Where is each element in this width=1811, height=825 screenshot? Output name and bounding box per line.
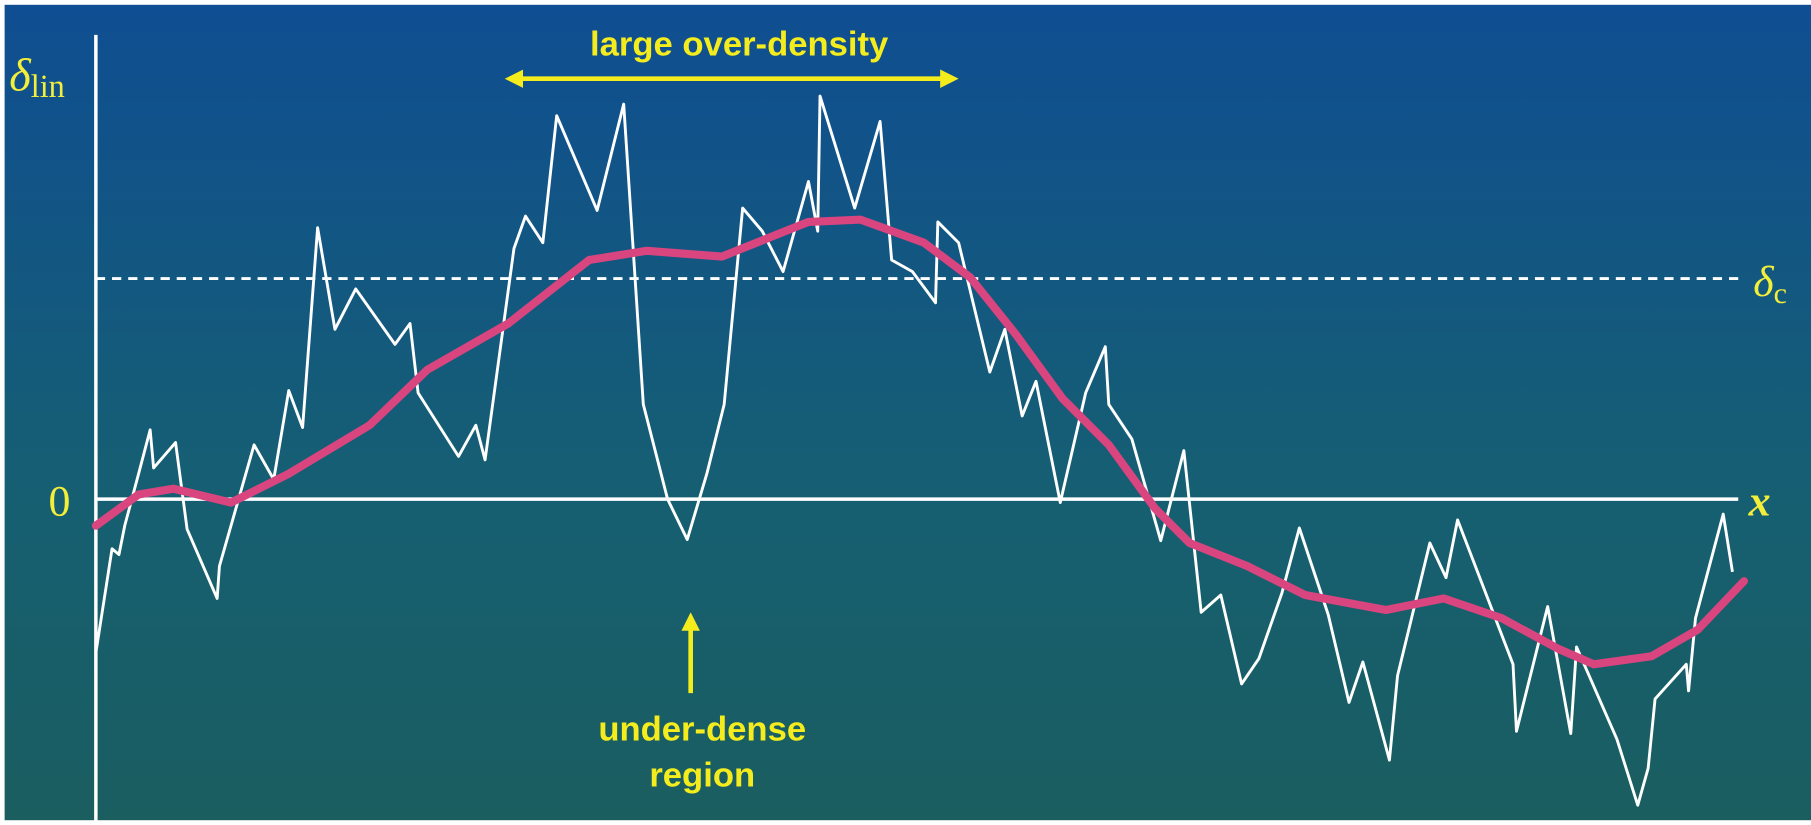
over-density-label: large over-density xyxy=(590,26,889,64)
zero-label: 0 xyxy=(49,477,71,525)
symbol: δ xyxy=(9,49,32,100)
background xyxy=(4,4,1811,821)
smoothed-field xyxy=(91,215,1749,669)
symbol: δ xyxy=(1753,258,1774,306)
under-dense-label: region xyxy=(649,757,755,795)
subscript: c xyxy=(1774,277,1787,310)
under-dense-label: under-dense xyxy=(598,711,806,749)
threshold-label: δc xyxy=(1753,258,1787,310)
density-field xyxy=(94,94,1734,807)
x-axis-label: x⃗ xyxy=(1748,477,1805,525)
y-axis-label: δlin xyxy=(9,49,65,104)
subscript: lin xyxy=(31,68,65,104)
